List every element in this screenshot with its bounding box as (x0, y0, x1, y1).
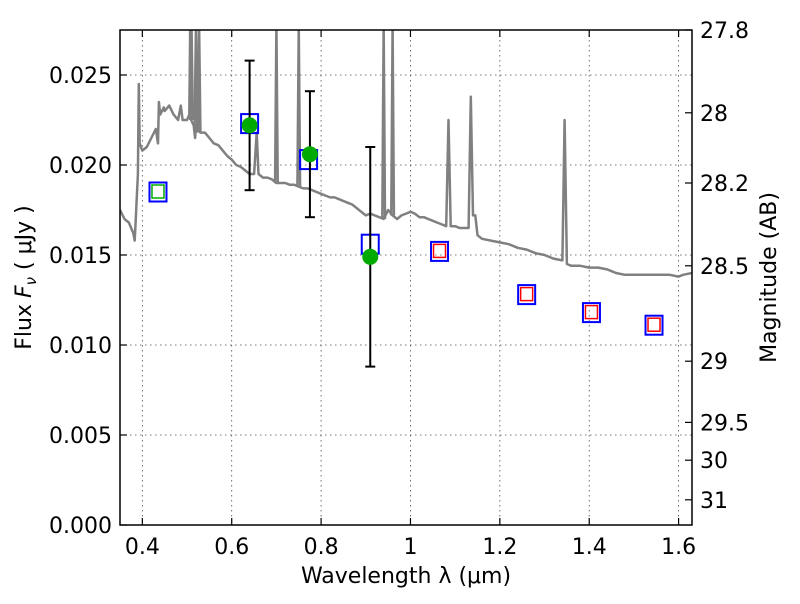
model-box-inner (584, 304, 599, 320)
model-box (148, 181, 168, 203)
model-box-inner (151, 184, 165, 199)
model-box (644, 314, 664, 336)
spectrum-line (120, 30, 692, 278)
x-tick-label: 1 (403, 535, 417, 560)
y-tick-label: 0.005 (49, 424, 112, 449)
y-tick-label: 0.015 (49, 244, 112, 269)
y2-tick-label: 31 (700, 489, 728, 514)
y-axis-title-symbol: F (12, 285, 37, 298)
spectrum-spike (390, 30, 396, 216)
model-box (430, 240, 450, 262)
model-box-inner (519, 286, 534, 302)
y2-tick-label: 29 (700, 350, 728, 375)
plot-frame (119, 29, 693, 526)
y-axis-title-main: Flux (12, 304, 37, 350)
y2-tick-label: 30 (700, 449, 728, 474)
model-box (517, 284, 537, 306)
y-tick-label: 0.020 (49, 154, 112, 179)
x-tick-label: 1.6 (661, 535, 696, 560)
model-box (581, 302, 601, 324)
spectrum-spike (196, 30, 202, 133)
spectrum-spike (381, 30, 387, 220)
x-axis-title: Wavelength λ (μm) (301, 564, 511, 589)
y2-tick-label: 29.5 (700, 411, 749, 436)
x-tick-label: 1.4 (572, 535, 607, 560)
data-layer (120, 30, 692, 278)
y2-tick-label: 28.5 (700, 255, 749, 280)
model-box-inner (647, 317, 661, 332)
observed-point (241, 117, 258, 134)
y-tick-label: 0.010 (49, 334, 112, 359)
grid (120, 30, 692, 525)
y-axis-title: Flux Fν ( μJy ) (12, 205, 40, 349)
x-tick-label: 0.4 (125, 535, 160, 560)
spectrum-spike (273, 30, 279, 184)
observed-point (362, 248, 379, 265)
y2-tick-label: 28 (700, 102, 728, 127)
y2-tick-label: 27.8 (700, 19, 749, 44)
spectrum-spike (193, 30, 199, 126)
y2-tick-label: 28.2 (700, 172, 749, 197)
y-tick-label: 0.000 (49, 514, 112, 539)
y-axis-title-unit: ( μJy ) (12, 205, 37, 277)
spectrum-spike (296, 30, 302, 187)
observed-point (301, 146, 318, 163)
model-box-inner (432, 243, 447, 259)
y-tick-label: 0.025 (49, 64, 112, 89)
y-axis-title-subscript: ν (22, 277, 40, 285)
x-tick-label: 0.6 (214, 535, 249, 560)
spectrum-spike (188, 30, 195, 121)
x-tick-label: 1.2 (482, 535, 517, 560)
y2-axis-title: Magnitude (AB) (757, 192, 782, 363)
x-tick-label: 0.8 (304, 535, 339, 560)
